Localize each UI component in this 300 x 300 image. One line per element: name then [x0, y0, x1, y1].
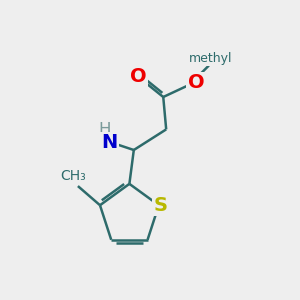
Text: CH₃: CH₃: [61, 169, 86, 183]
Text: O: O: [188, 73, 205, 92]
Text: H: H: [98, 121, 111, 139]
Text: S: S: [153, 196, 167, 215]
Text: N: N: [101, 133, 118, 152]
Text: O: O: [130, 68, 147, 86]
Text: methyl: methyl: [189, 52, 232, 64]
